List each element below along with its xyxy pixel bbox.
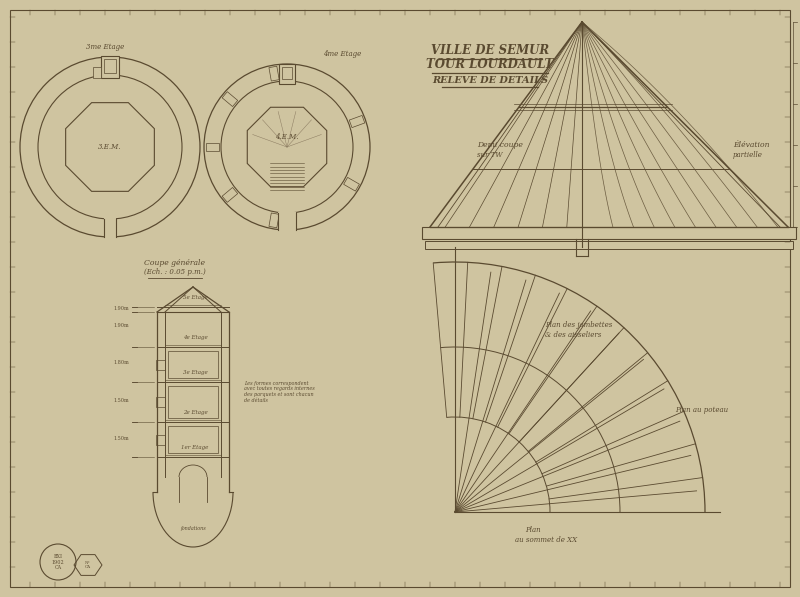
Bar <box>422 227 796 239</box>
Text: 1.90m: 1.90m <box>114 306 129 310</box>
Bar <box>168 426 218 453</box>
Text: Plan des jambettes: Plan des jambettes <box>545 321 612 329</box>
Polygon shape <box>66 103 154 192</box>
Text: N°
CA: N° CA <box>85 561 91 570</box>
Bar <box>156 435 165 445</box>
Bar <box>168 386 218 418</box>
Bar <box>156 397 165 407</box>
Text: 1.80m: 1.80m <box>114 361 129 365</box>
Bar <box>101 56 119 78</box>
Bar <box>269 66 279 81</box>
Circle shape <box>221 81 353 213</box>
Text: au sommet de XX: au sommet de XX <box>515 536 577 544</box>
Text: Demi coupe: Demi coupe <box>477 141 523 149</box>
Text: 4e Etage: 4e Etage <box>182 335 207 340</box>
Text: 1.50m: 1.50m <box>114 435 129 441</box>
Text: & des aisseliers: & des aisseliers <box>545 331 602 339</box>
Text: BXI
1902
CA: BXI 1902 CA <box>52 553 64 570</box>
Text: Plan au poteau: Plan au poteau <box>675 406 728 414</box>
Text: VILLE DE SEMUR: VILLE DE SEMUR <box>431 44 549 57</box>
Text: sur TW: sur TW <box>477 151 502 159</box>
Circle shape <box>20 57 200 237</box>
Text: 3e Etage: 3e Etage <box>182 370 207 375</box>
Text: Les formes correspondent
avec toutes regards internes
des parquets et sont chacu: Les formes correspondent avec toutes reg… <box>244 381 314 403</box>
Text: 1.90m: 1.90m <box>114 323 129 328</box>
Text: 3.E.M.: 3.E.M. <box>98 143 122 151</box>
Bar <box>425 241 793 249</box>
Bar <box>156 359 165 370</box>
Bar <box>93 67 101 78</box>
Polygon shape <box>247 107 326 187</box>
Text: TOUR LOURDAULT: TOUR LOURDAULT <box>426 58 554 71</box>
Bar <box>222 92 238 106</box>
Text: 3me Etage: 3me Etage <box>86 43 124 51</box>
Text: Élévation: Élévation <box>733 141 770 149</box>
Bar <box>206 143 219 151</box>
Text: Coupe générale: Coupe générale <box>145 259 206 267</box>
Text: 2e Etage: 2e Etage <box>182 410 207 415</box>
Bar <box>168 351 218 378</box>
Bar <box>279 64 295 84</box>
Bar <box>222 187 238 202</box>
Text: Plan: Plan <box>525 526 541 534</box>
Text: 4.E.M.: 4.E.M. <box>275 133 298 141</box>
Bar <box>350 115 365 128</box>
Bar <box>344 177 359 191</box>
Text: (Ech. : 0.05 p.m.): (Ech. : 0.05 p.m.) <box>144 268 206 276</box>
Text: partielle: partielle <box>733 151 763 159</box>
Circle shape <box>38 75 182 219</box>
Bar <box>282 67 292 79</box>
Bar <box>104 59 116 73</box>
Circle shape <box>204 64 370 230</box>
Text: 1.50m: 1.50m <box>114 398 129 403</box>
Bar <box>269 213 279 228</box>
Text: 4me Etage: 4me Etage <box>323 50 361 58</box>
Text: RELEVE DE DETAILS: RELEVE DE DETAILS <box>432 76 548 85</box>
Text: 1er Etage: 1er Etage <box>182 445 209 450</box>
Text: fondations: fondations <box>180 526 206 531</box>
Text: 5e Etage: 5e Etage <box>182 295 207 300</box>
